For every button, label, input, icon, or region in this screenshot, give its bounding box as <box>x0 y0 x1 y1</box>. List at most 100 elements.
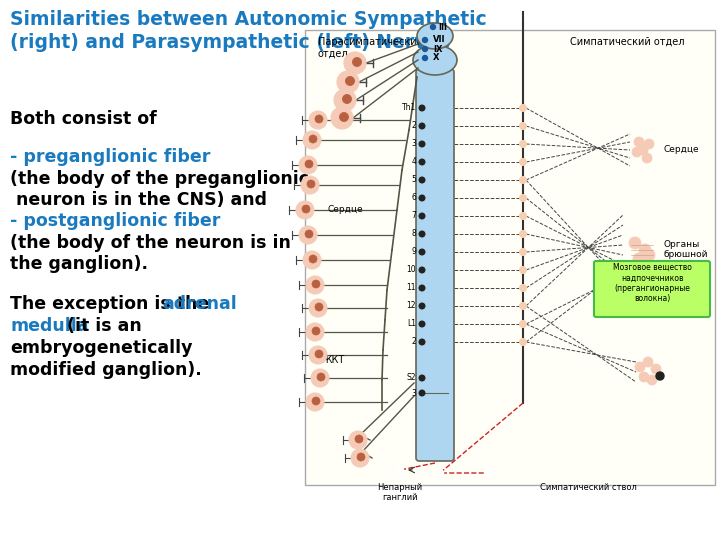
Text: medulla: medulla <box>10 317 89 335</box>
Circle shape <box>419 141 425 147</box>
Circle shape <box>340 112 348 122</box>
Text: Органы: Органы <box>663 240 699 249</box>
Circle shape <box>419 249 425 255</box>
Circle shape <box>355 435 363 443</box>
Circle shape <box>642 153 652 163</box>
Text: embryogenetically: embryogenetically <box>10 339 192 357</box>
Text: 8: 8 <box>411 230 416 239</box>
Text: (the body of the preganglionic: (the body of the preganglionic <box>10 170 309 188</box>
Circle shape <box>302 205 310 213</box>
Text: 2: 2 <box>411 338 416 347</box>
Circle shape <box>309 255 317 263</box>
Circle shape <box>639 244 651 256</box>
Text: 10: 10 <box>406 266 416 274</box>
Circle shape <box>520 105 526 111</box>
Circle shape <box>520 339 526 346</box>
Text: (the body of the neuron is in: (the body of the neuron is in <box>10 234 291 252</box>
Circle shape <box>296 201 314 219</box>
Ellipse shape <box>413 45 457 75</box>
Text: - postganglionic fiber: - postganglionic fiber <box>10 212 220 230</box>
Circle shape <box>301 176 319 194</box>
Circle shape <box>309 135 317 143</box>
Circle shape <box>520 140 526 147</box>
Circle shape <box>520 159 526 165</box>
Circle shape <box>419 231 425 237</box>
Circle shape <box>299 226 317 244</box>
Text: 2: 2 <box>411 122 416 131</box>
Circle shape <box>312 327 320 335</box>
Circle shape <box>520 123 526 130</box>
Circle shape <box>306 276 324 294</box>
Text: Мозговое вещество
надпочечников
(прегангионарные
волокна): Мозговое вещество надпочечников (преганг… <box>613 263 691 303</box>
Circle shape <box>520 177 526 184</box>
Circle shape <box>436 469 444 476</box>
Text: 12: 12 <box>407 301 416 310</box>
Circle shape <box>641 264 653 276</box>
Circle shape <box>397 467 403 474</box>
Circle shape <box>315 350 323 358</box>
Text: adrenal: adrenal <box>162 295 237 313</box>
Circle shape <box>315 303 323 311</box>
Circle shape <box>651 364 661 374</box>
Text: modified ganglion).: modified ganglion). <box>10 361 202 379</box>
Text: 5: 5 <box>411 176 416 185</box>
Circle shape <box>419 213 425 219</box>
Circle shape <box>305 230 313 238</box>
Circle shape <box>419 390 425 396</box>
Circle shape <box>520 248 526 255</box>
Circle shape <box>635 362 645 372</box>
Circle shape <box>520 267 526 273</box>
Text: 7: 7 <box>411 212 416 220</box>
Text: (it is an: (it is an <box>60 317 142 335</box>
Text: VII: VII <box>433 36 446 44</box>
Text: neuron is in the CNS) and: neuron is in the CNS) and <box>10 191 267 209</box>
Text: полости: полости <box>663 260 702 269</box>
Text: Непарный
ганглий: Непарный ганглий <box>377 483 423 502</box>
Circle shape <box>299 156 317 174</box>
Circle shape <box>357 453 365 461</box>
Circle shape <box>419 339 425 345</box>
Text: Симпатический отдел: Симпатический отдел <box>570 37 685 47</box>
Text: Симпатический ствол: Симпатический ствол <box>540 483 637 492</box>
Circle shape <box>639 372 649 382</box>
Circle shape <box>309 299 327 317</box>
Circle shape <box>337 71 359 93</box>
Circle shape <box>344 52 366 74</box>
Text: Парасимпатический
отдел: Парасимпатический отдел <box>318 37 423 59</box>
Text: ЖКТ: ЖКТ <box>322 355 346 365</box>
Circle shape <box>419 267 425 273</box>
Text: The exception is the: The exception is the <box>10 295 215 313</box>
Text: 11: 11 <box>407 284 416 293</box>
Text: the ganglion).: the ganglion). <box>10 255 148 273</box>
Circle shape <box>631 261 643 273</box>
Text: Similarities between Autonomic Sympathetic
(right) and Parasympathetic (left) Ne: Similarities between Autonomic Sympathet… <box>10 10 487 52</box>
Circle shape <box>307 180 315 188</box>
Circle shape <box>423 56 428 60</box>
Circle shape <box>305 160 313 168</box>
Text: Th1: Th1 <box>402 104 416 112</box>
Circle shape <box>487 469 493 476</box>
Circle shape <box>317 373 325 381</box>
Circle shape <box>647 375 657 385</box>
Circle shape <box>306 323 324 341</box>
Circle shape <box>643 249 655 261</box>
Circle shape <box>419 159 425 165</box>
Text: Both consist of: Both consist of <box>10 110 157 128</box>
Circle shape <box>520 213 526 219</box>
Circle shape <box>351 449 369 467</box>
Circle shape <box>644 139 654 149</box>
Ellipse shape <box>417 23 453 49</box>
Circle shape <box>629 237 641 249</box>
Text: брюшной: брюшной <box>663 250 708 259</box>
Circle shape <box>632 147 642 157</box>
Circle shape <box>312 397 320 405</box>
Text: L1: L1 <box>407 320 416 328</box>
Circle shape <box>334 89 356 111</box>
Text: 3: 3 <box>411 388 416 397</box>
Text: Сердце: Сердце <box>328 206 364 214</box>
Circle shape <box>419 195 425 201</box>
Circle shape <box>349 431 367 449</box>
Circle shape <box>309 346 327 364</box>
Circle shape <box>303 251 321 269</box>
Circle shape <box>315 115 323 123</box>
